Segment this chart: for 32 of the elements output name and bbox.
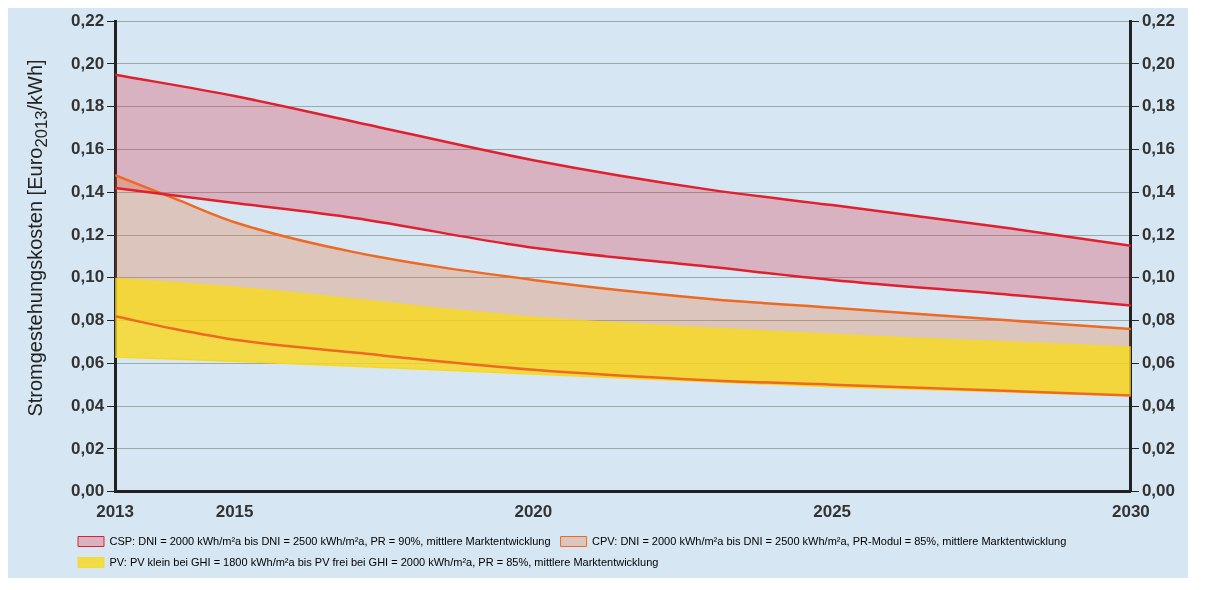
y-tick-label: 0,16 xyxy=(70,139,105,159)
y2-tick-label: 0,16 xyxy=(1141,139,1176,159)
y-tick-label: 0,06 xyxy=(70,353,105,372)
y2-tick-label: 0,18 xyxy=(1141,96,1176,116)
y-tick-label: 0,08 xyxy=(70,310,105,330)
legend-label: CSP: DNI = 2000 kWh/m²a bis DNI = 2500 kWh/m²a, PR = 90%, mittlere Marktentwicklung xyxy=(109,534,551,547)
y-tick-label: 0,04 xyxy=(70,395,105,415)
y2-tick-label: 0,00 xyxy=(1141,481,1176,501)
x-tick-label: 2030 xyxy=(1112,502,1150,522)
y2-tick-label: 0,06 xyxy=(1141,353,1176,372)
y2-tick-label: 0,20 xyxy=(1141,53,1176,73)
y2-tick-label: 0,08 xyxy=(1141,310,1176,330)
y2-tick-label: 0,04 xyxy=(1141,395,1176,415)
y2-tick-label: 0,02 xyxy=(1141,438,1176,458)
y2-tick-label: 0,22 xyxy=(1141,10,1176,30)
y-tick-label: 0,00 xyxy=(70,481,105,501)
legend-label: PV: PV klein bei GHI = 1800 kWh/m²a bis PV frei bei GHI = 2000 kWh/m²a, PR = 85%, mittlere Marktentwicklung xyxy=(109,555,659,568)
y-tick-label: 0,22 xyxy=(70,10,105,30)
x-tick-label: 2020 xyxy=(514,502,553,522)
y-tick-label: 0,20 xyxy=(70,53,105,73)
y-tick-label: 0,12 xyxy=(70,224,105,244)
y-tick-label: 0,18 xyxy=(70,96,105,116)
x-tick-label: 2025 xyxy=(813,502,852,522)
y-tick-label: 0,10 xyxy=(70,267,105,287)
x-tick-label: 2013 xyxy=(96,502,134,522)
y2-tick-label: 0,12 xyxy=(1141,224,1176,244)
y2-tick-label: 0,14 xyxy=(1141,181,1176,201)
y2-tick-label: 0,10 xyxy=(1141,267,1176,287)
legend-label: CPV: DNI = 2000 kWh/m²a bis DNI = 2500 kWh/m²a, PR-Modul = 85%, mittlere Marktentwicklung xyxy=(592,534,1067,547)
y-tick-label: 0,14 xyxy=(70,181,105,201)
x-tick-label: 2015 xyxy=(215,502,254,522)
y-tick-label: 0,02 xyxy=(70,438,105,458)
